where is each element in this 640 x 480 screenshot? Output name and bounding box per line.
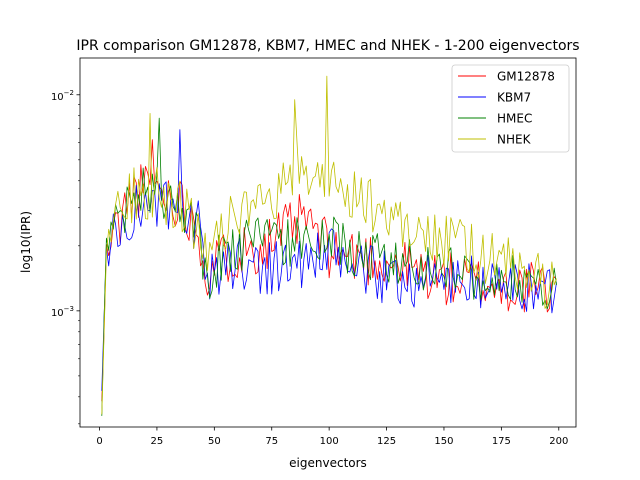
x-tick-label: 175 xyxy=(492,436,511,447)
x-axis-label: eigenvectors xyxy=(289,456,367,470)
legend-box xyxy=(451,64,570,153)
x-tick-label: 50 xyxy=(208,436,221,447)
legend: GM12878 KBM7 HMEC NHEK xyxy=(451,64,570,153)
x-tick-label: 0 xyxy=(96,436,102,447)
series-layer xyxy=(101,75,557,416)
chart-title: IPR comparison GM12878, KBM7, HMEC and N… xyxy=(76,38,579,54)
plot-frame xyxy=(79,57,577,428)
legend-label-gm12878: GM12878 xyxy=(497,70,555,84)
x-tick-label: 100 xyxy=(320,436,339,447)
x-tick-label: 125 xyxy=(377,436,396,447)
x-tick-label: 25 xyxy=(151,436,164,447)
y-axis-label: log10(IPR) xyxy=(19,211,33,273)
x-tick-label: 150 xyxy=(434,436,453,447)
x-axis-ticks: 0 25 50 75 100 125 150 175 200 xyxy=(96,427,568,447)
legend-label-kbm7: KBM7 xyxy=(497,91,531,105)
legend-label-nhek: NHEK xyxy=(497,133,532,147)
plot-area xyxy=(79,57,577,428)
legend-label-hmec: HMEC xyxy=(497,112,532,126)
x-tick-label: 200 xyxy=(549,436,568,447)
series-line-kbm7 xyxy=(101,129,557,391)
x-tick-label: 75 xyxy=(265,436,278,447)
series-line-nhek xyxy=(101,75,557,415)
